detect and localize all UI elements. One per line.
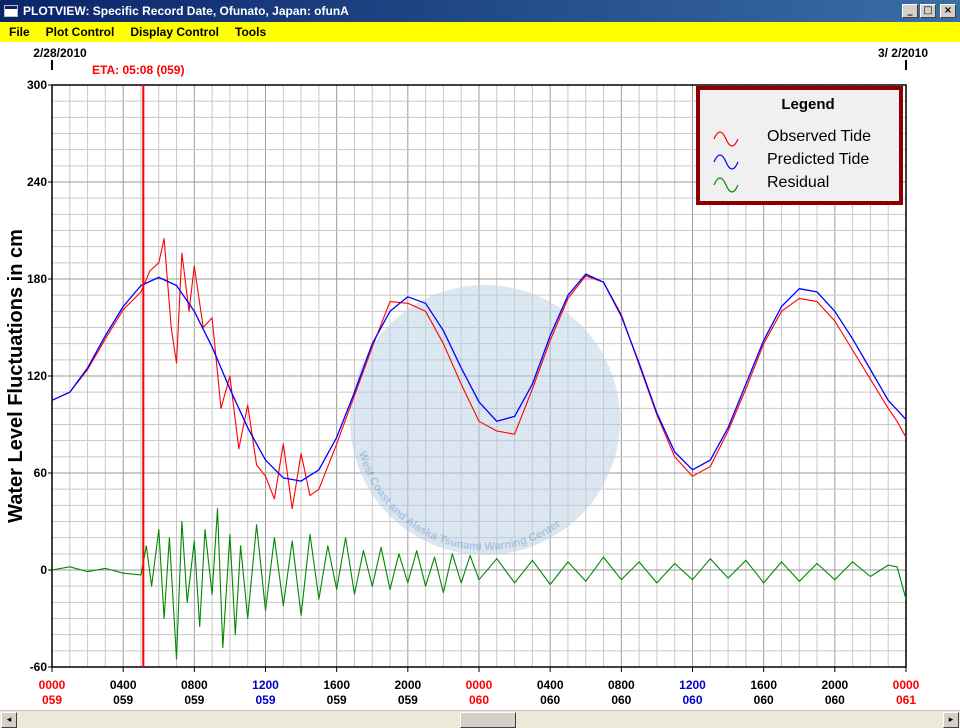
app-icon <box>4 5 18 17</box>
x-tick-day-label: 060 <box>754 693 774 707</box>
x-tick-day-label: 059 <box>184 693 204 707</box>
legend-predicted-label: Predicted Tide <box>767 151 869 168</box>
x-tick-day-label: 060 <box>682 693 702 707</box>
start-date-label: 2/28/2010 <box>33 46 87 60</box>
series-line-residual <box>51 508 907 660</box>
menu-display-control[interactable]: Display Control <box>130 25 220 39</box>
menu-bar: File Plot Control Display Control Tools <box>0 22 960 42</box>
x-tick-day-label: 059 <box>327 693 347 707</box>
legend-title: Legend <box>781 96 834 113</box>
legend-box: Legend Observed Tide Predicted Tide Resi… <box>696 86 903 205</box>
legend-residual-label: Residual <box>767 174 829 191</box>
x-tick-time-label: 0000 <box>466 678 493 692</box>
x-tick-day-label: 059 <box>398 693 418 707</box>
y-tick-label: -60 <box>30 660 48 674</box>
menu-tools[interactable]: Tools <box>235 25 267 39</box>
x-tick-time-label: 0800 <box>181 678 208 692</box>
x-tick-day-label: 059 <box>255 693 275 707</box>
window-controls: _ □ × <box>902 4 956 18</box>
y-tick-label: 120 <box>27 369 47 383</box>
plot-grid <box>52 85 906 667</box>
legend-observed-swatch <box>713 131 739 147</box>
y-tick-label: 180 <box>27 272 47 286</box>
watermark-circle <box>350 285 620 555</box>
x-axis: 0000059040005908000591200059160005920000… <box>39 667 920 707</box>
x-tick-time-label: 0000 <box>893 678 920 692</box>
window-titlebar[interactable]: PLOTVIEW: Specific Record Date, Ofunato,… <box>0 0 960 22</box>
y-tick-label: 60 <box>34 466 48 480</box>
x-tick-time-label: 0400 <box>110 678 137 692</box>
x-tick-time-label: 1200 <box>679 678 706 692</box>
y-axis: -60 0 60 120 180 240 300 <box>27 78 52 674</box>
series-line-predicted-tide <box>51 273 907 482</box>
close-button[interactable]: × <box>940 4 956 18</box>
x-tick-time-label: 0400 <box>537 678 564 692</box>
y-tick-label: 0 <box>40 563 47 577</box>
y-tick-label: 240 <box>27 175 47 189</box>
x-tick-day-label: 059 <box>42 693 62 707</box>
y-axis-label: Water Level Fluctuations in cm <box>5 229 27 523</box>
x-tick-day-label: 060 <box>611 693 631 707</box>
x-tick-day-label: 061 <box>896 693 916 707</box>
scroll-right-button[interactable]: ▸ <box>943 712 959 728</box>
horizontal-scrollbar[interactable]: ◂ ▸ <box>0 710 960 728</box>
menu-file[interactable]: File <box>9 25 30 39</box>
x-tick-time-label: 1600 <box>750 678 777 692</box>
series-layer <box>51 238 907 660</box>
x-tick-time-label: 1600 <box>323 678 350 692</box>
x-tick-day-label: 059 <box>113 693 133 707</box>
x-tick-day-label: 060 <box>825 693 845 707</box>
x-tick-day-label: 060 <box>469 693 489 707</box>
legend-observed-label: Observed Tide <box>767 128 871 145</box>
y-tick-label: 300 <box>27 78 47 92</box>
noaa-watermark: West Coast and Alaska Tsunami Warning Ce… <box>350 285 620 555</box>
x-tick-time-label: 2000 <box>821 678 848 692</box>
menu-plot-control[interactable]: Plot Control <box>45 25 115 39</box>
scroll-thumb[interactable] <box>460 712 516 728</box>
window-title: PLOTVIEW: Specific Record Date, Ofunato,… <box>23 4 349 18</box>
legend-predicted-swatch <box>713 154 739 170</box>
end-date-label: 3/ 2/2010 <box>878 46 928 60</box>
legend-residual-swatch <box>713 177 739 193</box>
x-tick-time-label: 0800 <box>608 678 635 692</box>
series-line-observed-tide <box>51 238 907 510</box>
maximize-button[interactable]: □ <box>920 4 936 18</box>
scroll-left-button[interactable]: ◂ <box>1 712 17 728</box>
x-tick-time-label: 2000 <box>394 678 421 692</box>
minimize-button[interactable]: _ <box>902 4 918 18</box>
tide-plot: West Coast and Alaska Tsunami Warning Ce… <box>5 46 928 707</box>
eta-label: ETA: 05:08 (059) <box>92 63 184 77</box>
x-tick-time-label: 0000 <box>39 678 66 692</box>
x-tick-day-label: 060 <box>540 693 560 707</box>
x-tick-time-label: 1200 <box>252 678 279 692</box>
